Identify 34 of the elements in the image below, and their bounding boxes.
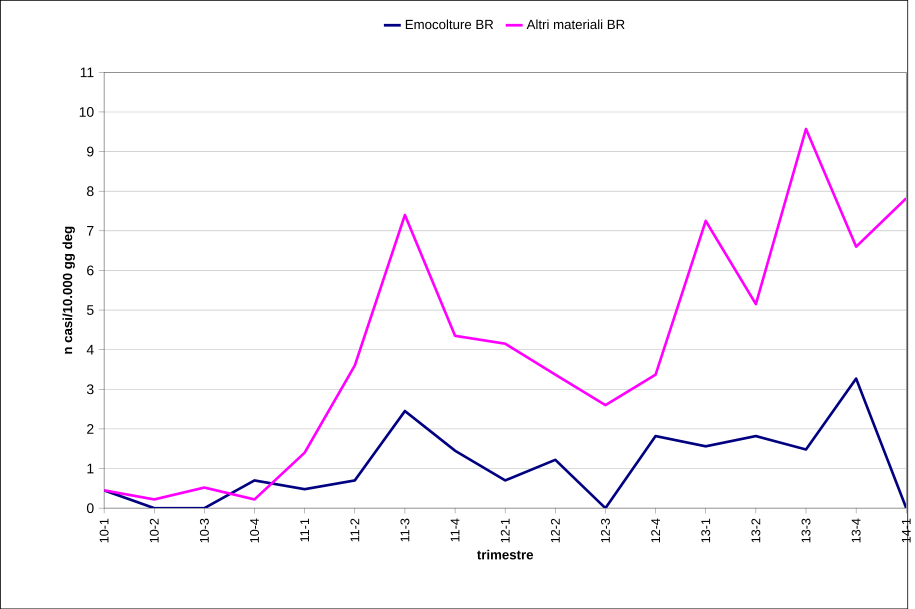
- legend-label: Altri materiali BR: [526, 19, 625, 30]
- y-tick-label: 2: [87, 424, 94, 434]
- y-tick-label: 0: [86, 503, 94, 513]
- line-series: [104, 377, 906, 508]
- x-axis-title: trimestre: [477, 550, 534, 560]
- line-series: [104, 128, 906, 501]
- x-tick-label: 10-2: [150, 518, 159, 542]
- x-tick-label: 10-1: [100, 518, 109, 542]
- x-tick-label: 12-3: [601, 518, 610, 542]
- x-tick-label: 12-2: [550, 518, 560, 542]
- y-tick-label: 9: [87, 146, 94, 156]
- x-tick-label: 11-4: [450, 518, 460, 542]
- x-tick-label: 13-4: [852, 518, 861, 542]
- y-tick-label: 7: [87, 226, 94, 236]
- y-axis-title: n casi/10.000 gg deg: [62, 226, 75, 354]
- x-tick-label: 12-1: [500, 518, 510, 542]
- x-tick-label: 13-2: [751, 518, 760, 542]
- y-tick-label: 3: [86, 384, 94, 394]
- y-tick-label: 10: [80, 106, 94, 117]
- x-tick-label: 11-2: [350, 518, 360, 542]
- x-tick-label: 11-3: [400, 518, 410, 542]
- y-tick-label: 8: [87, 186, 94, 196]
- x-tick-label: 13-3: [802, 518, 810, 542]
- x-tick-label: 10-3: [200, 518, 209, 542]
- y-tick-label: 11: [80, 67, 94, 77]
- x-tick-label: 10-4: [250, 518, 259, 542]
- y-tick-label: 1: [87, 464, 94, 474]
- x-tick-label: 11-1: [300, 518, 309, 542]
- y-tick-label: 5: [86, 305, 94, 315]
- x-tick-label: 12-4: [651, 518, 660, 542]
- legend-label: Emocolture BR: [406, 19, 494, 30]
- y-tick-label: 6: [87, 265, 94, 276]
- x-tick-label: 13-1: [701, 518, 710, 542]
- y-tick-label: 4: [86, 344, 94, 354]
